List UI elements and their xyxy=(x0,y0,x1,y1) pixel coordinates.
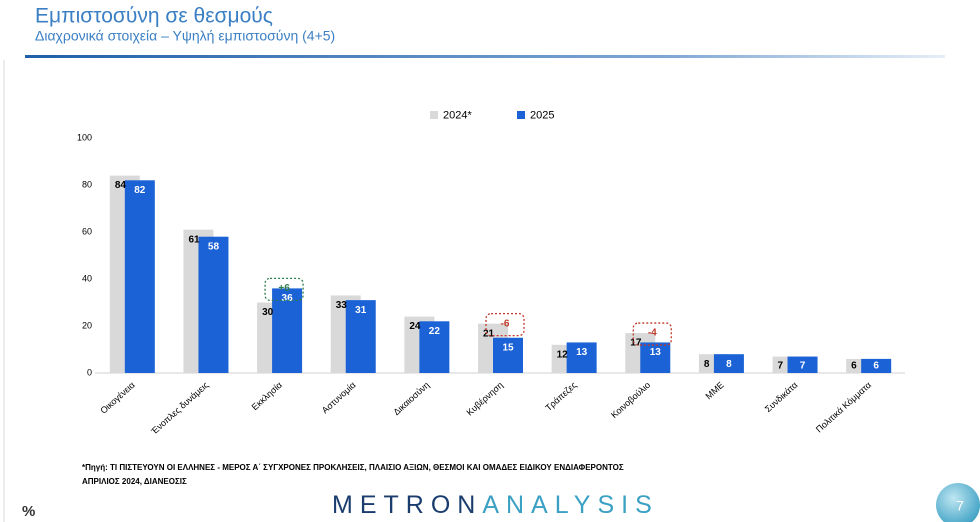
data-label: 6 xyxy=(851,361,857,372)
legend-swatch xyxy=(430,111,438,119)
y-tick-label: 60 xyxy=(82,226,92,236)
data-label: 22 xyxy=(429,326,441,337)
title: Εμπιστοσύνη σε θεσμούς xyxy=(35,5,273,28)
data-label: 30 xyxy=(262,307,274,318)
data-label: 15 xyxy=(502,342,514,353)
data-label: 82 xyxy=(134,185,146,196)
bar xyxy=(198,236,229,373)
legend-swatch xyxy=(517,111,525,119)
bar xyxy=(566,342,597,373)
page-number: 7 xyxy=(956,498,964,514)
y-tick-label: 20 xyxy=(82,320,92,330)
subtitle: Διαχρονικά στοιχεία – Υψηλή εμπιστοσύνη … xyxy=(35,28,335,44)
data-label: 12 xyxy=(557,349,569,360)
page-badge xyxy=(936,483,980,522)
header-line xyxy=(25,55,945,58)
data-label: 7 xyxy=(778,361,784,372)
bar xyxy=(640,342,671,373)
y-tick-label: 0 xyxy=(87,367,92,377)
annotation: -6 xyxy=(501,318,510,329)
bar xyxy=(861,358,892,373)
data-label: 61 xyxy=(188,234,200,245)
data-label: 21 xyxy=(483,328,495,339)
data-label: 24 xyxy=(409,321,421,332)
data-label: 84 xyxy=(115,180,127,191)
bar xyxy=(787,356,818,373)
bar xyxy=(493,337,523,373)
data-label: 13 xyxy=(650,347,662,358)
annotation-box xyxy=(632,322,672,346)
logo-part: ANALYSIS xyxy=(482,491,658,519)
annotation-box xyxy=(485,312,525,337)
y-tick-label: 40 xyxy=(82,273,92,283)
logo: METRONANALYSIS xyxy=(332,491,659,519)
source-line: *Πηγή: ΤΙ ΠΙΣΤΕΥΟΥΝ ΟΙ ΕΛΛΗΝΕΣ - ΜΕΡΟΣ Α… xyxy=(82,463,624,472)
annotation: -4 xyxy=(648,328,657,339)
y-tick-label: 100 xyxy=(77,132,92,142)
data-label: 58 xyxy=(208,241,220,252)
legend-label: 2024* xyxy=(443,109,472,121)
source-line: ΑΠΡΙΛΙΟΣ 2024, ΔΙΑΝΕΟΣΙΣ xyxy=(82,477,187,486)
annotation-box xyxy=(264,277,304,302)
data-label: 36 xyxy=(282,293,294,304)
unit-note: % xyxy=(22,503,35,520)
data-label: 8 xyxy=(726,359,732,370)
data-label: 17 xyxy=(630,338,642,349)
bar xyxy=(419,321,450,373)
data-label: 13 xyxy=(576,347,588,358)
data-label: 8 xyxy=(704,359,710,370)
legend-label: 2025 xyxy=(530,109,554,121)
bar xyxy=(272,288,303,373)
data-label: 33 xyxy=(336,300,348,311)
bar xyxy=(713,354,744,373)
bar xyxy=(345,300,376,373)
annotation: +6 xyxy=(278,283,290,294)
bar xyxy=(124,180,155,373)
data-label: 7 xyxy=(800,361,806,372)
logo-part: METRON xyxy=(332,491,482,519)
y-tick-label: 80 xyxy=(82,179,92,189)
data-label: 31 xyxy=(355,305,367,316)
data-label: 6 xyxy=(873,361,879,372)
